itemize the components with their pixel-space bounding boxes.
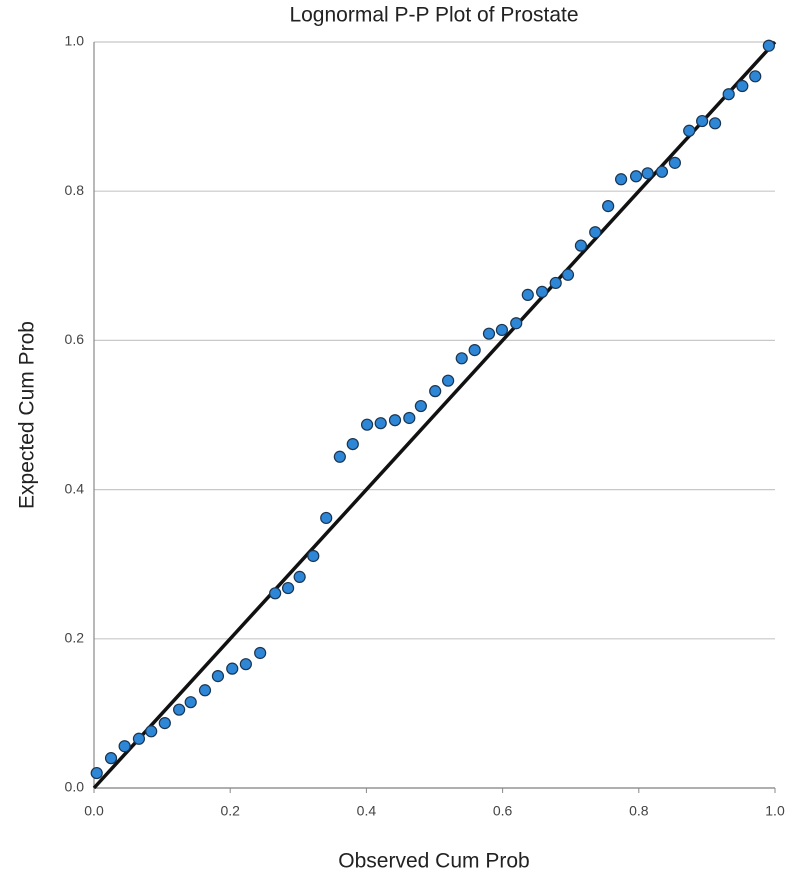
point <box>374 417 387 430</box>
point <box>388 414 402 427</box>
point <box>736 79 749 93</box>
point <box>281 581 295 595</box>
point <box>683 124 696 137</box>
point <box>655 165 669 178</box>
x-tick-label: 1.0 <box>765 803 785 819</box>
point <box>641 167 654 180</box>
y-tick-label: 0.2 <box>65 630 85 646</box>
point <box>495 323 509 337</box>
y-axis-label: Expected Cum Prob <box>16 321 39 509</box>
point <box>762 39 775 52</box>
point <box>668 156 681 169</box>
chart-title: Lognormal P-P Plot of Prostate <box>289 4 578 27</box>
point <box>184 696 197 709</box>
point <box>561 268 575 281</box>
point <box>589 226 602 239</box>
point <box>574 239 588 252</box>
point <box>429 385 442 398</box>
x-tick-label: 0.8 <box>629 803 649 819</box>
point <box>549 276 562 290</box>
x-axis-label: Observed Cum Prob <box>338 850 529 873</box>
x-tick-label: 0.4 <box>357 803 377 819</box>
y-tick-label: 0.6 <box>65 331 85 347</box>
point <box>708 117 722 130</box>
point <box>226 662 239 675</box>
point <box>510 317 523 330</box>
point <box>118 740 131 753</box>
point <box>482 327 496 340</box>
point <box>360 418 374 431</box>
point <box>158 716 171 730</box>
point <box>293 570 306 583</box>
point <box>307 549 320 563</box>
point <box>211 669 225 683</box>
point <box>104 752 118 765</box>
point <box>403 411 416 425</box>
point <box>333 450 346 463</box>
y-tick-label: 0.0 <box>65 779 85 795</box>
point <box>132 732 146 745</box>
point <box>614 173 628 186</box>
point <box>696 114 709 128</box>
point <box>535 285 549 299</box>
point <box>254 646 267 660</box>
y-tick-label: 1.0 <box>65 33 85 49</box>
point <box>239 658 252 671</box>
point <box>602 200 615 213</box>
reference-line <box>92 40 777 790</box>
point <box>629 170 643 183</box>
point <box>173 703 186 716</box>
point <box>198 684 212 697</box>
point <box>269 587 282 600</box>
point <box>521 288 534 301</box>
point <box>320 511 333 525</box>
point <box>455 352 468 365</box>
x-tick-label: 0.2 <box>220 803 240 819</box>
y-tick-label: 0.8 <box>65 182 85 198</box>
point <box>346 437 359 451</box>
point <box>468 343 481 357</box>
point <box>442 374 455 387</box>
point <box>414 399 427 413</box>
point <box>145 725 158 738</box>
x-tick-label: 0.6 <box>493 803 513 819</box>
x-tick-label: 0.0 <box>84 803 104 819</box>
y-tick-label: 0.4 <box>65 480 85 496</box>
point <box>749 70 762 83</box>
point <box>722 88 735 101</box>
point <box>90 766 103 780</box>
